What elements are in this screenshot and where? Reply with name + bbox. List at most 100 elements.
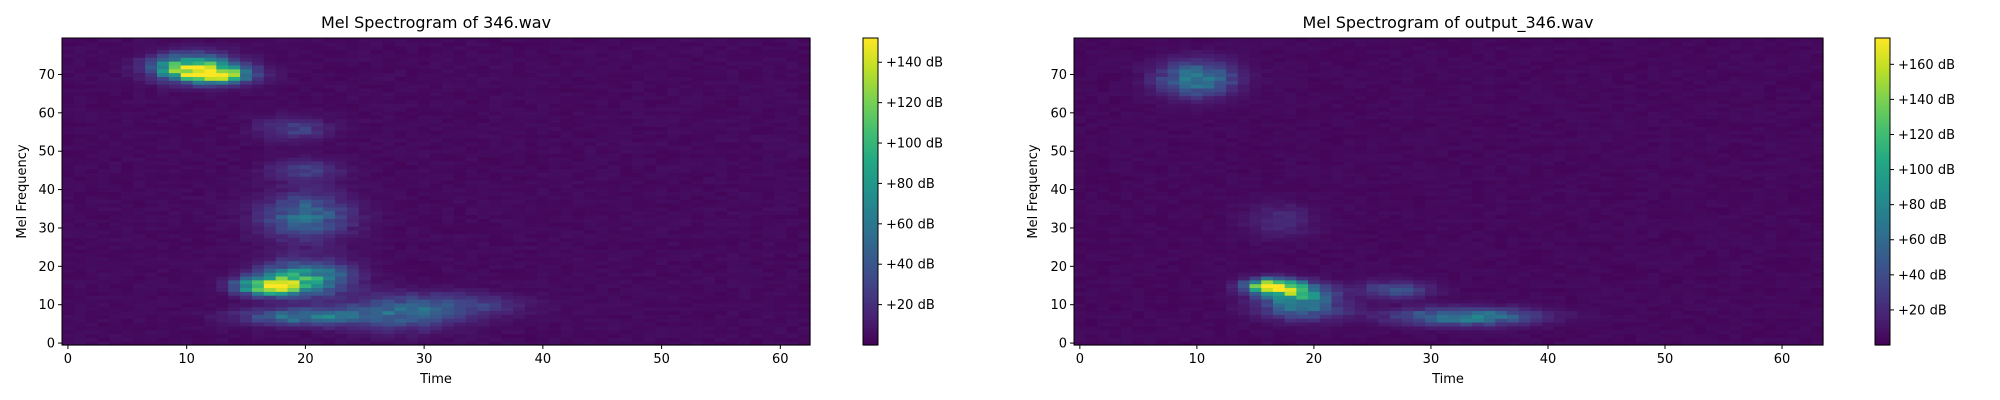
heatmap-cell xyxy=(703,110,716,116)
heatmap-cell xyxy=(418,210,431,216)
heatmap-cell xyxy=(240,295,253,300)
heatmap-cell xyxy=(251,61,265,66)
heatmap-cell xyxy=(109,91,122,97)
heatmap-cell xyxy=(394,341,407,346)
heatmap-cell xyxy=(679,206,692,212)
heatmap-cell xyxy=(679,233,692,239)
heatmap-cell xyxy=(584,164,597,170)
heatmap-cell xyxy=(430,298,443,304)
heatmap-cell xyxy=(620,38,633,43)
heatmap-cell xyxy=(548,179,562,185)
heatmap-cell xyxy=(750,103,764,108)
heatmap-cell xyxy=(370,118,384,124)
heatmap-cell xyxy=(441,206,455,212)
heatmap-cell xyxy=(525,68,538,74)
heatmap-cell xyxy=(168,126,182,131)
heatmap-cell xyxy=(596,325,609,331)
heatmap-cell xyxy=(453,141,467,147)
heatmap-cell xyxy=(453,275,467,281)
heatmap-cell xyxy=(168,160,182,166)
heatmap-cell xyxy=(168,49,182,54)
heatmap-cell xyxy=(323,41,336,47)
heatmap-cell xyxy=(430,107,443,112)
heatmap-cell xyxy=(168,333,182,338)
heatmap-cell xyxy=(620,61,633,66)
heatmap-cell xyxy=(97,137,111,143)
heatmap-cell xyxy=(715,333,728,338)
heatmap-cell xyxy=(501,38,514,43)
heatmap-cell xyxy=(62,187,75,193)
heatmap-cell xyxy=(501,318,514,323)
heatmap-cell xyxy=(240,279,253,285)
heatmap-cell xyxy=(394,252,407,258)
heatmap-cell xyxy=(73,199,87,204)
heatmap-cell xyxy=(394,87,407,93)
heatmap-cell xyxy=(73,302,87,308)
heatmap-cell xyxy=(145,84,158,89)
heatmap-cell xyxy=(240,187,253,193)
heatmap-cell xyxy=(216,252,229,258)
heatmap-cell xyxy=(73,333,87,338)
heatmap-cell xyxy=(715,337,728,342)
heatmap-cell xyxy=(287,153,301,158)
heatmap-cell xyxy=(774,160,787,166)
heatmap-cell xyxy=(311,226,324,231)
heatmap-cell xyxy=(97,203,111,208)
heatmap-cell xyxy=(608,191,621,196)
heatmap-cell xyxy=(643,206,657,212)
heatmap-cell xyxy=(786,118,799,124)
heatmap-cell xyxy=(596,114,609,120)
heatmap-cell xyxy=(133,38,146,43)
heatmap-cell xyxy=(441,156,455,162)
heatmap-cell xyxy=(299,206,312,212)
heatmap-cell xyxy=(501,241,514,246)
heatmap-cell xyxy=(287,206,301,212)
heatmap-cell xyxy=(631,187,645,193)
heatmap-cell xyxy=(679,318,692,323)
heatmap-cell xyxy=(608,122,621,127)
heatmap-cell xyxy=(299,72,312,77)
heatmap-cell xyxy=(703,314,716,319)
heatmap-cell xyxy=(394,126,407,131)
heatmap-cell xyxy=(180,341,194,346)
heatmap-cell xyxy=(703,275,716,281)
heatmap-cell xyxy=(762,145,775,150)
heatmap-cell xyxy=(643,72,657,77)
heatmap-cell xyxy=(548,57,562,62)
heatmap-cell xyxy=(311,279,324,285)
heatmap-cell xyxy=(287,49,301,54)
heatmap-cell xyxy=(251,145,265,150)
heatmap-cell xyxy=(643,137,657,143)
heatmap-cell xyxy=(346,84,360,89)
heatmap-cell xyxy=(228,168,241,173)
heatmap-cell xyxy=(596,126,609,131)
heatmap-cell xyxy=(477,295,491,300)
heatmap-cell xyxy=(275,237,289,242)
heatmap-cell xyxy=(370,45,384,51)
heatmap-cell xyxy=(358,337,372,342)
heatmap-cell xyxy=(726,325,740,331)
heatmap-cell xyxy=(631,80,645,85)
heatmap-cell xyxy=(608,245,621,250)
heatmap-cell xyxy=(275,298,289,304)
heatmap-cell xyxy=(798,291,811,296)
heatmap-cell xyxy=(798,252,811,258)
heatmap-cell xyxy=(513,61,526,66)
heatmap-cell xyxy=(382,91,396,97)
heatmap-cell xyxy=(703,149,716,154)
heatmap-cell xyxy=(477,80,491,85)
heatmap-cell xyxy=(786,91,799,97)
heatmap-cell xyxy=(513,87,526,93)
heatmap-cell xyxy=(168,133,182,139)
heatmap-cell xyxy=(228,53,241,58)
heatmap-cell xyxy=(180,156,194,162)
heatmap-cell xyxy=(109,233,122,239)
heatmap-cell xyxy=(370,168,384,173)
heatmap-cell xyxy=(299,222,312,227)
heatmap-cell xyxy=(192,314,206,319)
heatmap-cell xyxy=(204,268,217,273)
heatmap-cell xyxy=(525,333,538,338)
heatmap-cell xyxy=(477,133,491,139)
heatmap-cell xyxy=(750,57,764,62)
heatmap-cell xyxy=(798,341,811,346)
